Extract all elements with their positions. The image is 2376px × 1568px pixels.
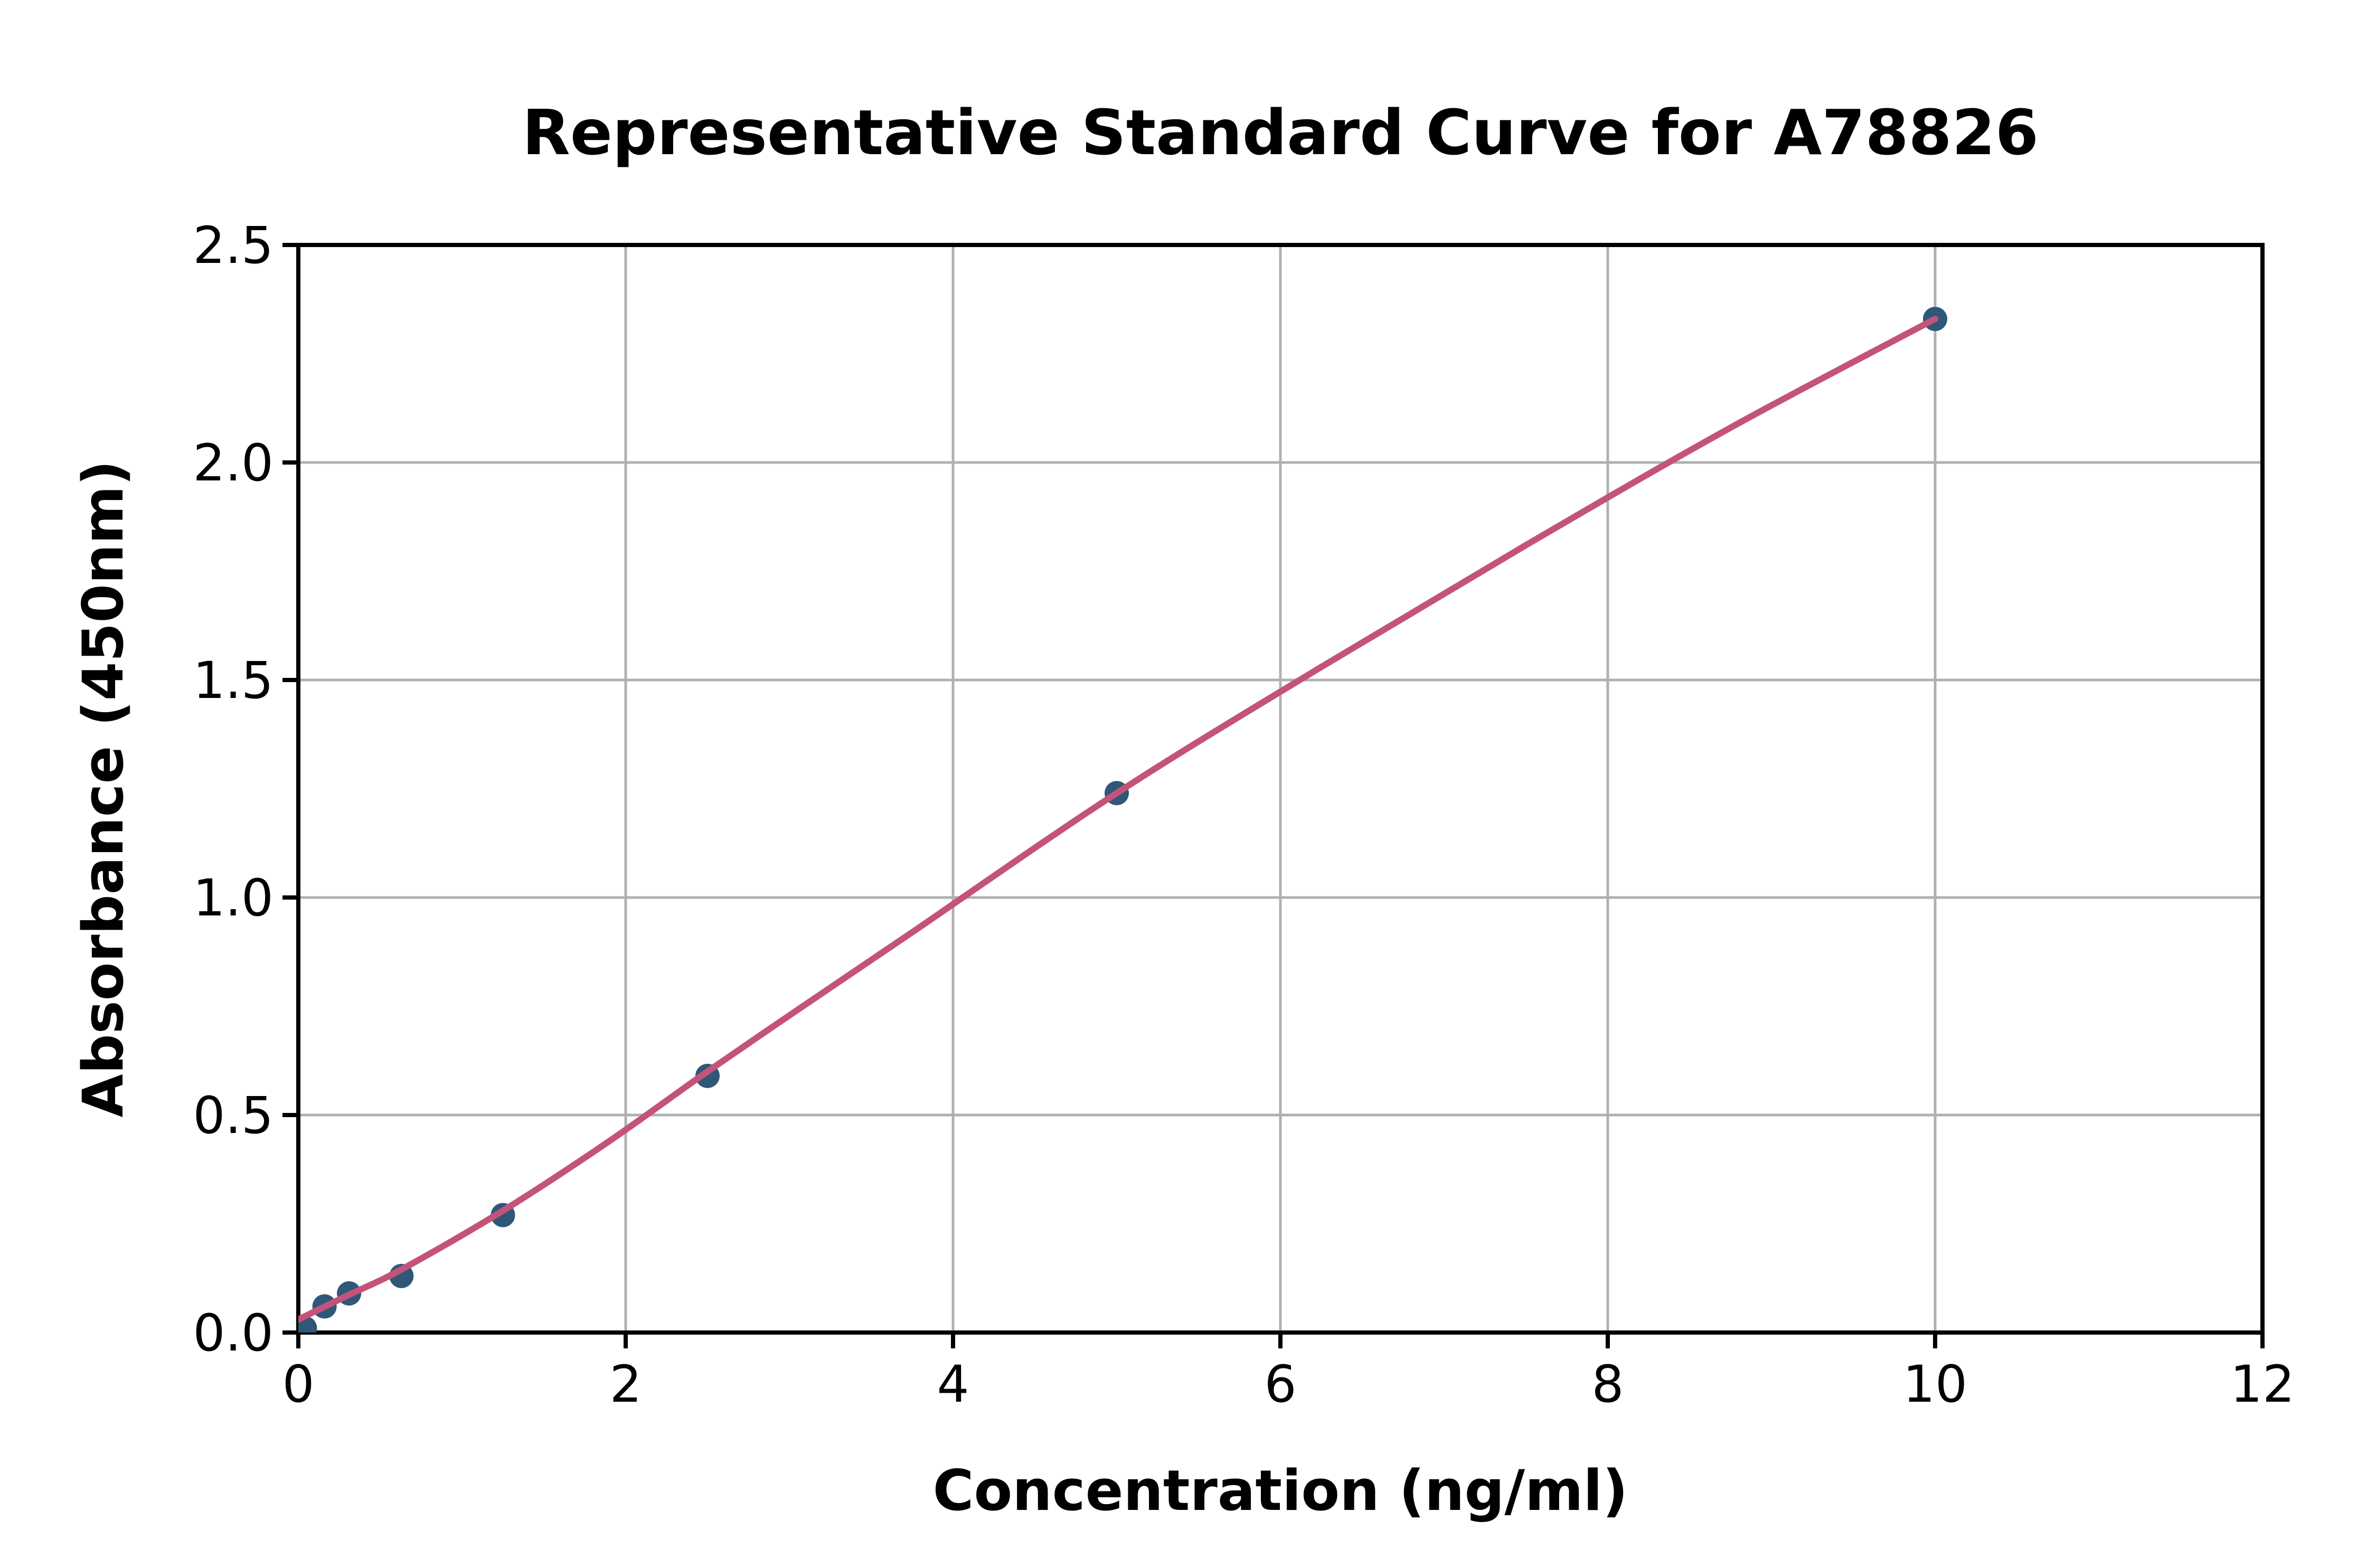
y-tick-label: 2.0 xyxy=(193,433,274,493)
x-tick-label: 10 xyxy=(1903,1355,1967,1414)
y-tick-label: 1.0 xyxy=(193,868,274,928)
y-tick-label: 0.0 xyxy=(193,1303,274,1363)
chart-title: Representative Standard Curve for A78826 xyxy=(522,96,2039,169)
x-tick-label: 4 xyxy=(937,1355,969,1414)
x-tick-label: 2 xyxy=(609,1355,642,1414)
x-tick-labels: 0 2 4 6 8 10 12 xyxy=(282,1355,2295,1414)
axis-ticks xyxy=(282,243,2265,1348)
y-axis-label: Absorbance (450nm) xyxy=(71,460,136,1118)
y-tick-label: 1.5 xyxy=(193,651,274,710)
x-tick-label: 0 xyxy=(282,1355,314,1414)
x-tick-label: 12 xyxy=(2230,1355,2295,1414)
x-tick-label: 6 xyxy=(1264,1355,1296,1414)
fitted-curve-line xyxy=(298,316,1938,1323)
gridlines xyxy=(298,245,2262,1333)
x-tick-label: 8 xyxy=(1591,1355,1624,1414)
y-tick-label: 0.5 xyxy=(193,1086,274,1145)
x-axis-label: Concentration (ng/ml) xyxy=(933,1458,1628,1523)
y-tick-label: 2.5 xyxy=(193,216,274,275)
y-tick-labels: 0.0 0.5 1.0 1.5 2.0 2.5 xyxy=(193,216,274,1363)
